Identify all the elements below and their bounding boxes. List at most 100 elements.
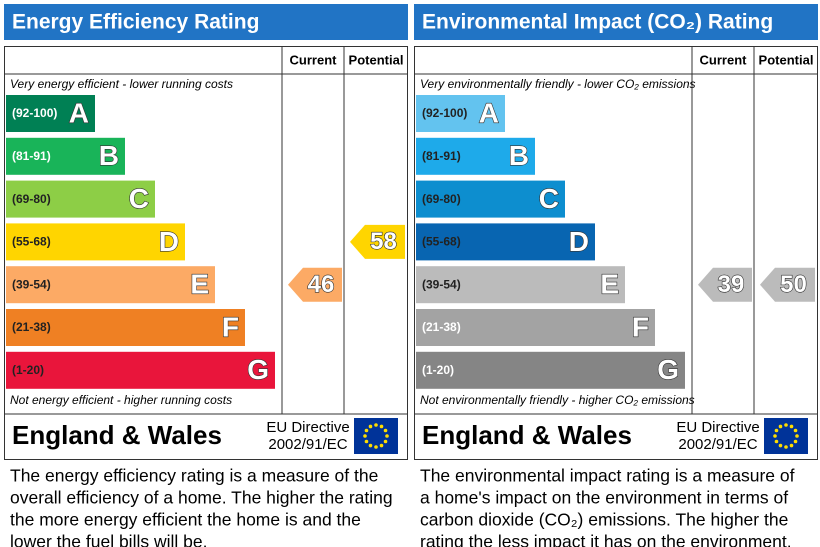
flag-star xyxy=(368,424,373,429)
band xyxy=(6,180,155,218)
band-letter: B xyxy=(99,140,119,171)
flag-star xyxy=(383,439,388,444)
band-letter: E xyxy=(190,269,209,300)
band-letter: F xyxy=(222,311,239,342)
band-letter: E xyxy=(600,269,619,300)
flag-star xyxy=(379,424,384,429)
band xyxy=(6,309,245,346)
band xyxy=(416,95,505,132)
flag-star xyxy=(778,443,783,448)
description-line: carbon dioxide (CO₂) emissions. The high… xyxy=(420,510,788,530)
flag-star xyxy=(385,434,389,438)
band-range: (81-91) xyxy=(12,149,51,163)
band xyxy=(416,137,535,175)
band-letter: A xyxy=(69,97,89,128)
top-note: Very environmentally friendly - lower CO… xyxy=(420,77,696,91)
band-range: (69-80) xyxy=(422,192,461,206)
rating-arrow xyxy=(698,267,752,302)
energy-panel: Energy Efficiency Rating Current Potential… xyxy=(4,4,408,547)
flag-star xyxy=(368,443,373,448)
band-range: (69-80) xyxy=(12,192,51,206)
column-header: Current xyxy=(290,52,338,67)
band xyxy=(416,223,595,261)
rating-arrow xyxy=(350,224,405,259)
directive: 2002/91/EC xyxy=(678,436,757,453)
rating-value: 50 xyxy=(780,271,807,298)
column-header: Potential xyxy=(759,52,814,67)
frame xyxy=(414,46,818,460)
flag-star xyxy=(793,428,798,433)
band-letter: B xyxy=(509,140,529,171)
band-letter: F xyxy=(632,311,649,342)
description-line: overall efficiency of a home. The higher… xyxy=(10,488,393,508)
flag-star xyxy=(774,439,779,444)
flag-star xyxy=(795,434,799,438)
band-range: (55-68) xyxy=(12,235,51,249)
column-header: Potential xyxy=(349,52,404,67)
flag-star xyxy=(793,439,798,444)
description-line: the more energy efficient the home is an… xyxy=(10,510,361,530)
description-line: lower the fuel bills will be. xyxy=(10,532,207,547)
flag-star xyxy=(773,434,777,438)
region: England & Wales xyxy=(422,420,632,450)
flag-star xyxy=(789,443,794,448)
flag-star xyxy=(379,443,384,448)
flag-star xyxy=(364,428,369,433)
band-range: (39-54) xyxy=(422,277,461,291)
flag-star xyxy=(374,423,378,427)
band-range: (1-20) xyxy=(12,363,44,377)
flag-star xyxy=(784,445,788,449)
band-range: (39-54) xyxy=(12,277,51,291)
band-letter: G xyxy=(657,354,679,385)
panel-title: Environmental Impact (CO₂) Rating xyxy=(422,11,773,34)
environmental-panel: Environmental Impact (CO₂) Rating Current… xyxy=(414,4,818,547)
column-header: Current xyxy=(700,52,748,67)
flag-star xyxy=(374,445,378,449)
band-letter: G xyxy=(247,354,269,385)
band-range: (92-100) xyxy=(422,106,467,120)
rating-arrow xyxy=(288,267,342,302)
region: England & Wales xyxy=(12,420,222,450)
band xyxy=(416,266,625,304)
bottom-note: Not energy efficient - higher running co… xyxy=(10,393,232,407)
rating-value: 46 xyxy=(308,271,335,298)
band xyxy=(416,309,655,346)
directive: EU Directive xyxy=(266,419,349,436)
description-line: The energy efficiency rating is a measur… xyxy=(10,466,378,486)
title-bar xyxy=(414,4,818,40)
flag-star xyxy=(789,424,794,429)
band xyxy=(416,180,565,218)
band-letter: C xyxy=(129,183,149,214)
band-letter: C xyxy=(539,183,559,214)
frame xyxy=(4,46,408,460)
band-letter: D xyxy=(569,226,589,257)
band-range: (1-20) xyxy=(422,363,454,377)
panel-title: Energy Efficiency Rating xyxy=(12,11,259,34)
rating-value: 58 xyxy=(370,228,397,255)
band xyxy=(6,95,95,132)
band-range: (92-100) xyxy=(12,106,57,120)
band xyxy=(6,137,125,175)
flag-star xyxy=(364,439,369,444)
directive: EU Directive xyxy=(676,419,759,436)
band-range: (21-38) xyxy=(12,320,51,334)
band-range: (55-68) xyxy=(422,235,461,249)
bottom-note: Not environmentally friendly - higher CO… xyxy=(420,393,695,407)
band-range: (21-38) xyxy=(422,320,461,334)
band-letter: D xyxy=(159,226,179,257)
top-note: Very energy efficient - lower running co… xyxy=(10,77,233,91)
rating-arrow xyxy=(760,267,815,302)
band-letter: A xyxy=(479,97,499,128)
band xyxy=(6,266,215,304)
description-line: rating the less impact it has on the env… xyxy=(420,532,792,547)
description-line: a home's impact on the environment in te… xyxy=(420,488,788,508)
flag-star xyxy=(363,434,367,438)
flag-star xyxy=(778,424,783,429)
description-line: The environmental impact rating is a mea… xyxy=(420,466,795,486)
flag-star xyxy=(784,423,788,427)
flag-star xyxy=(774,428,779,433)
rating-value: 39 xyxy=(718,271,745,298)
directive: 2002/91/EC xyxy=(268,436,347,453)
band xyxy=(6,351,275,389)
